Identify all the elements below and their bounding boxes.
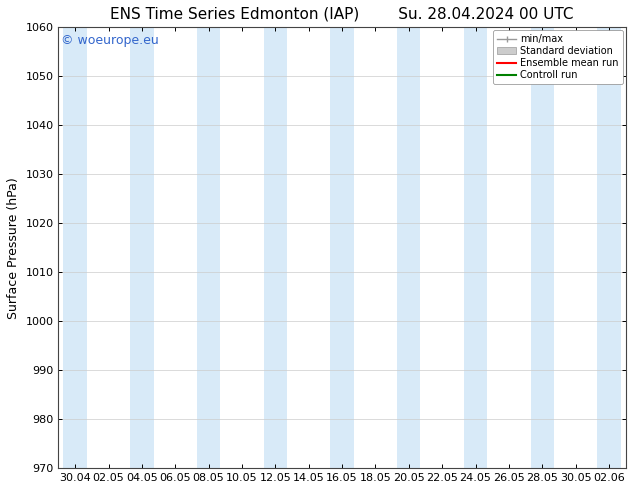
Bar [130,27,153,468]
Bar [330,27,354,468]
Bar [397,27,420,468]
Bar [464,27,487,468]
Title: ENS Time Series Edmonton (IAP)        Su. 28.04.2024 00 UTC: ENS Time Series Edmonton (IAP) Su. 28.04… [110,7,574,22]
Text: © woeurope.eu: © woeurope.eu [61,34,159,47]
Y-axis label: Surface Pressure (hPa): Surface Pressure (hPa) [7,177,20,318]
Bar [531,27,554,468]
Bar [264,27,287,468]
Legend: min/max, Standard deviation, Ensemble mean run, Controll run: min/max, Standard deviation, Ensemble me… [493,30,623,84]
Bar [197,27,220,468]
Bar [597,27,621,468]
Bar [63,27,87,468]
